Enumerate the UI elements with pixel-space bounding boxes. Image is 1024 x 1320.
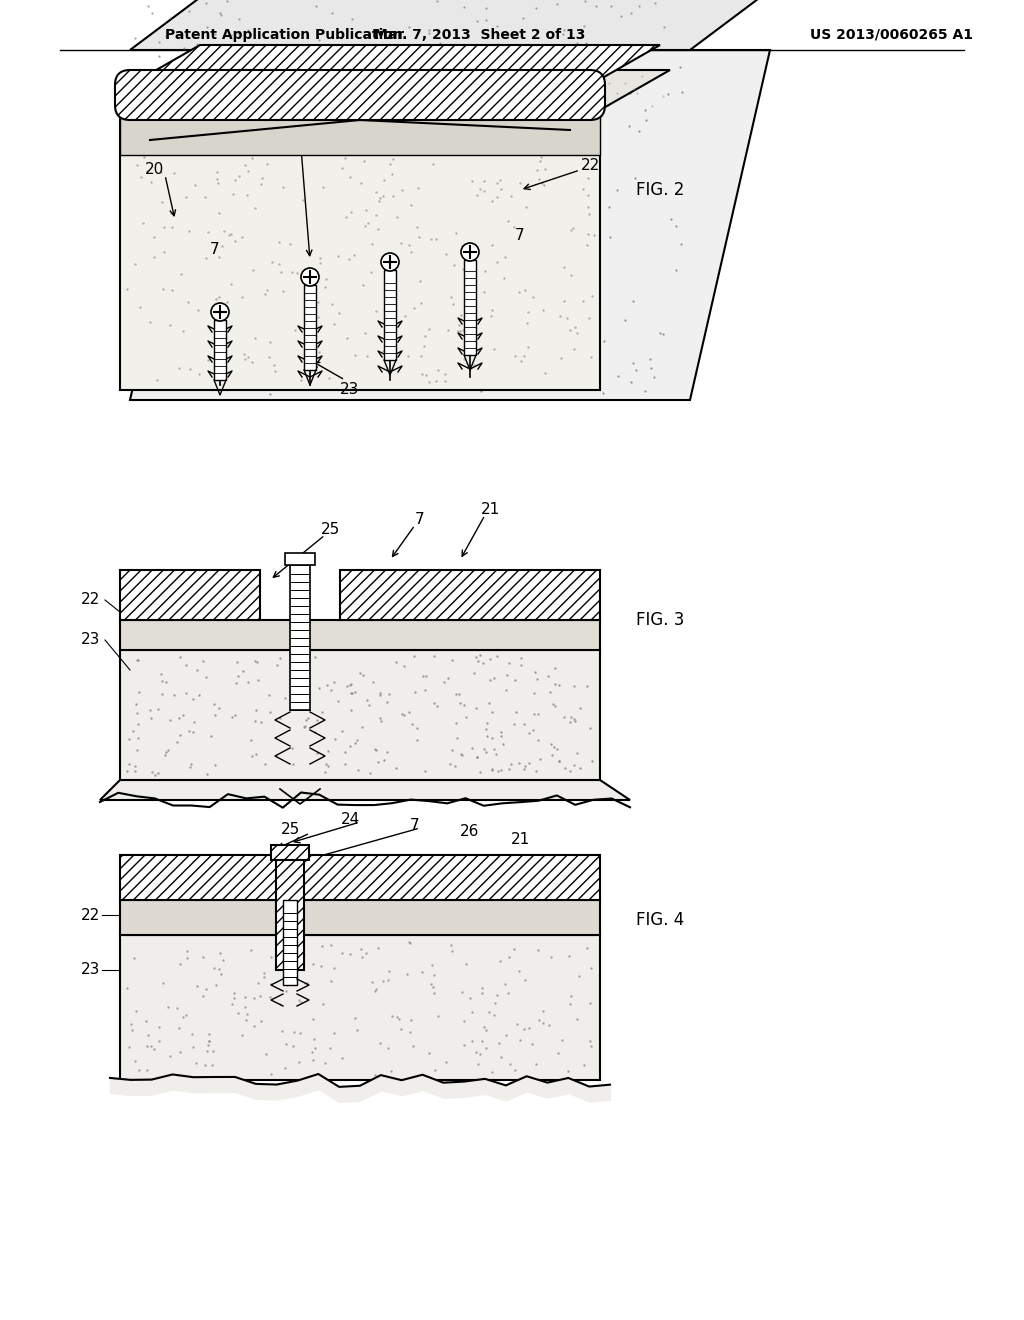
Polygon shape [130, 45, 660, 84]
Circle shape [211, 304, 229, 321]
Text: 21: 21 [281, 123, 300, 137]
Bar [464, 260, 476, 355]
Bar [285, 553, 315, 565]
Text: 25: 25 [321, 523, 340, 537]
Circle shape [301, 268, 319, 286]
Text: 24: 24 [340, 813, 359, 828]
Polygon shape [130, 0, 770, 50]
Polygon shape [120, 649, 600, 780]
Bar [340, 570, 600, 620]
Text: FIG. 3: FIG. 3 [636, 611, 684, 630]
Bar [304, 285, 316, 370]
Circle shape [461, 243, 479, 261]
Polygon shape [100, 780, 630, 800]
Circle shape [381, 253, 399, 271]
Polygon shape [130, 84, 590, 106]
Polygon shape [120, 70, 670, 110]
Text: 21: 21 [480, 503, 500, 517]
Text: 22: 22 [81, 593, 100, 607]
Text: 7: 7 [385, 98, 395, 112]
Text: 7: 7 [411, 817, 420, 833]
Bar [120, 855, 600, 900]
Text: 7: 7 [415, 512, 425, 528]
Text: Mar. 7, 2013  Sheet 2 of 13: Mar. 7, 2013 Sheet 2 of 13 [375, 28, 586, 42]
Text: Patent Application Publication: Patent Application Publication [165, 28, 402, 42]
Text: 26: 26 [461, 825, 479, 840]
Text: US 2013/0060265 A1: US 2013/0060265 A1 [810, 28, 973, 42]
Text: 23: 23 [81, 962, 100, 978]
Bar [283, 900, 297, 985]
Bar [120, 570, 260, 620]
Polygon shape [120, 110, 600, 389]
Polygon shape [130, 50, 770, 400]
Bar [290, 565, 310, 710]
FancyBboxPatch shape [115, 70, 605, 120]
Polygon shape [120, 935, 600, 1080]
Text: 20: 20 [145, 162, 165, 177]
Text: 22: 22 [581, 157, 600, 173]
Text: 23: 23 [340, 383, 359, 397]
Bar [214, 319, 226, 380]
Bar [384, 271, 396, 360]
Text: 7: 7 [210, 243, 220, 257]
Text: FIG. 4: FIG. 4 [636, 911, 684, 929]
Polygon shape [120, 110, 600, 154]
Bar [271, 845, 309, 861]
Text: 21: 21 [510, 833, 529, 847]
Text: 7: 7 [515, 227, 525, 243]
Text: 7: 7 [241, 98, 250, 112]
Text: 23: 23 [81, 632, 100, 648]
Text: FIG. 2: FIG. 2 [636, 181, 684, 199]
Text: 22: 22 [81, 908, 100, 923]
Bar [276, 855, 304, 970]
Bar [120, 900, 600, 935]
Text: 25: 25 [281, 822, 300, 837]
Bar [120, 620, 600, 649]
